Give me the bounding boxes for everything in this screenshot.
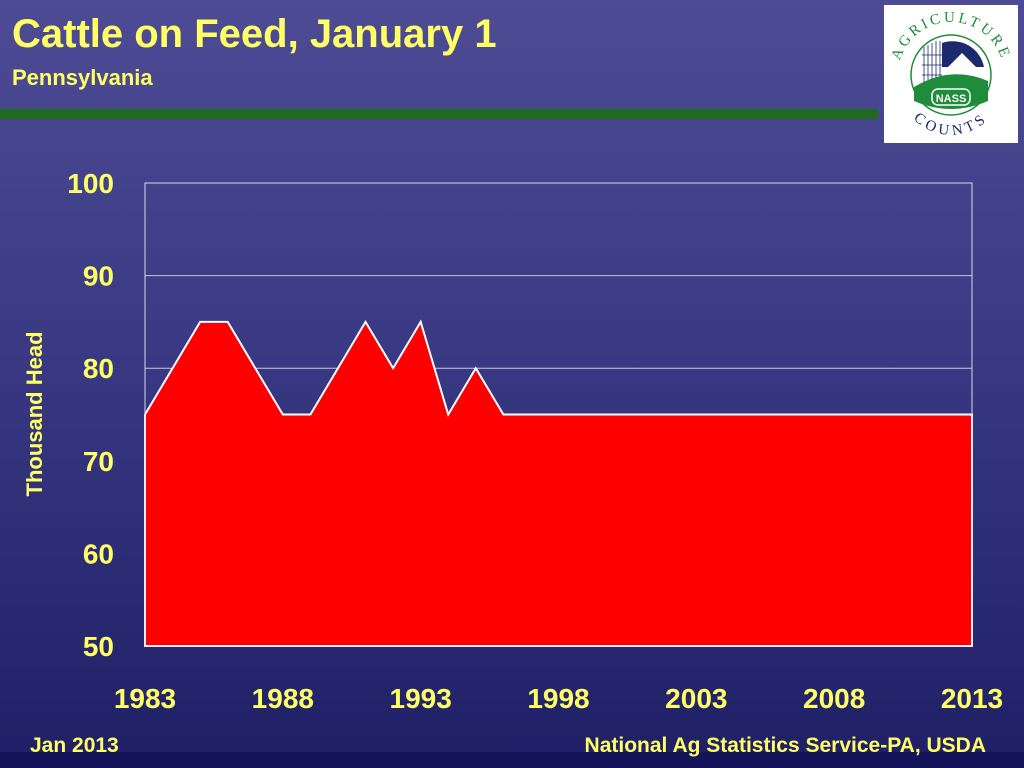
x-tick-label: 1983 (114, 683, 176, 714)
footer-source: National Ag Statistics Service-PA, USDA (584, 734, 986, 757)
y-tick-label: 100 (67, 168, 114, 199)
y-tick-label: 70 (83, 446, 114, 477)
x-tick-label: 1988 (252, 683, 314, 714)
footer-band (0, 752, 1024, 768)
x-tick-label: 2013 (941, 683, 1003, 714)
logo-badge-text: NASS (936, 93, 967, 105)
footer-date: Jan 2013 (30, 734, 119, 757)
x-axis-ticks: 1983 1988 1993 1998 2003 2008 2013 (114, 683, 1003, 714)
y-tick-label: 60 (83, 538, 114, 569)
y-tick-label: 80 (83, 353, 114, 384)
agriculture-counts-logo: AGRICULTURE COUNTS NASS (884, 5, 1018, 143)
page-title: Cattle on Feed, January 1 (12, 12, 497, 56)
x-tick-label: 1998 (527, 683, 589, 714)
nass-logo-icon: AGRICULTURE COUNTS NASS (888, 10, 1010, 139)
title-divider (0, 109, 878, 119)
y-tick-label: 90 (83, 261, 114, 292)
x-tick-label: 1993 (390, 683, 452, 714)
x-tick-label: 2003 (665, 683, 727, 714)
plot-frame (144, 182, 973, 647)
page-subtitle: Pennsylvania (12, 65, 153, 90)
y-axis-ticks: 50 60 70 80 90 100 (67, 168, 114, 662)
area-series (144, 319, 973, 647)
y-tick-label: 50 (83, 631, 114, 662)
x-tick-label: 2008 (803, 683, 865, 714)
y-axis-label: Thousand Head (22, 331, 47, 496)
